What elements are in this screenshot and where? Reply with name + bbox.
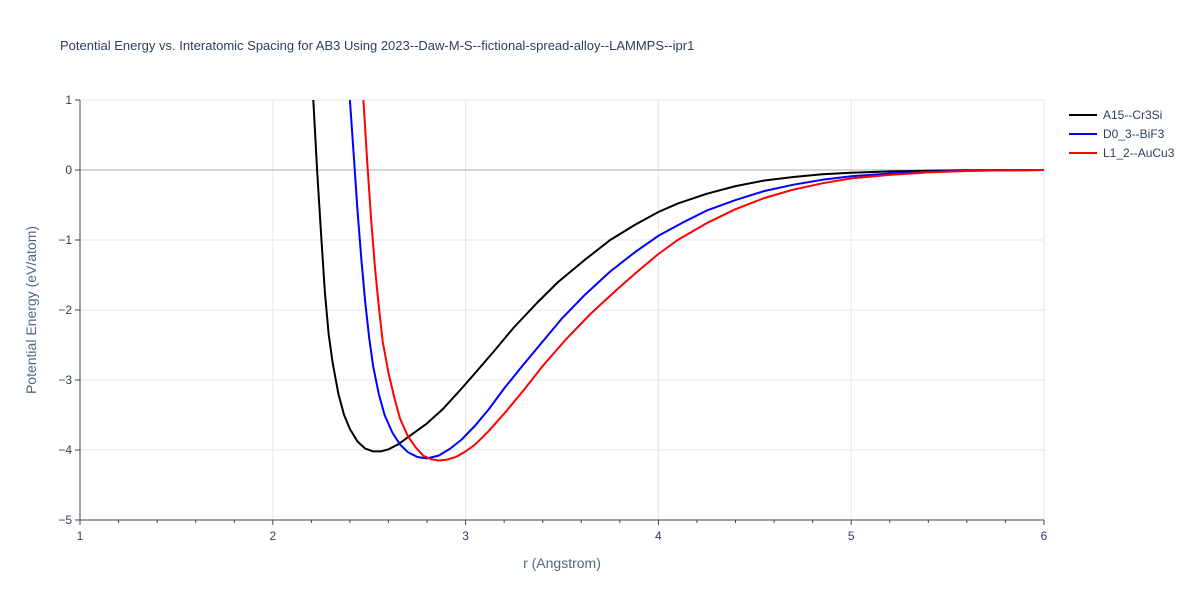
x-tick-label: 4 — [655, 529, 662, 543]
chart-title: Potential Energy vs. Interatomic Spacing… — [60, 38, 694, 53]
x-tick-label: 2 — [269, 529, 276, 543]
series-line-D0_3--BiF3 — [348, 100, 1044, 460]
y-tick-label: 1 — [65, 93, 72, 107]
y-tick-label: −1 — [58, 233, 72, 247]
y-tick-label: −2 — [58, 303, 72, 317]
y-axis-title: Potential Energy (eV/atom) — [23, 226, 39, 394]
x-tick-label: 5 — [848, 529, 855, 543]
tick-labels: 1 2 3 4 5 6 −5 −4 −3 −2 −1 0 1 — [58, 93, 1047, 543]
y-tick-label: −5 — [58, 513, 72, 527]
series-line-L1_2--AuCu3 — [362, 100, 1044, 462]
x-axis-title: r (Angstrom) — [523, 555, 601, 571]
legend-label: L1_2--AuCu3 — [1103, 146, 1175, 160]
legend-label: D0_3--BiF3 — [1103, 127, 1165, 141]
y-tick-label: −4 — [58, 443, 72, 457]
x-tick-label: 3 — [462, 529, 469, 543]
legend: A15--Cr3Si D0_3--BiF3 L1_2--AuCu3 — [1069, 108, 1175, 160]
grid-lines — [75, 99, 1045, 525]
y-tick-label: 0 — [65, 163, 72, 177]
legend-label: A15--Cr3Si — [1103, 108, 1162, 122]
y-tick-label: −3 — [58, 373, 72, 387]
x-tick-label: 6 — [1041, 529, 1048, 543]
series-lines — [312, 100, 1044, 462]
series-line-A15--Cr3Si — [312, 100, 1044, 453]
x-tick-label: 1 — [77, 529, 84, 543]
